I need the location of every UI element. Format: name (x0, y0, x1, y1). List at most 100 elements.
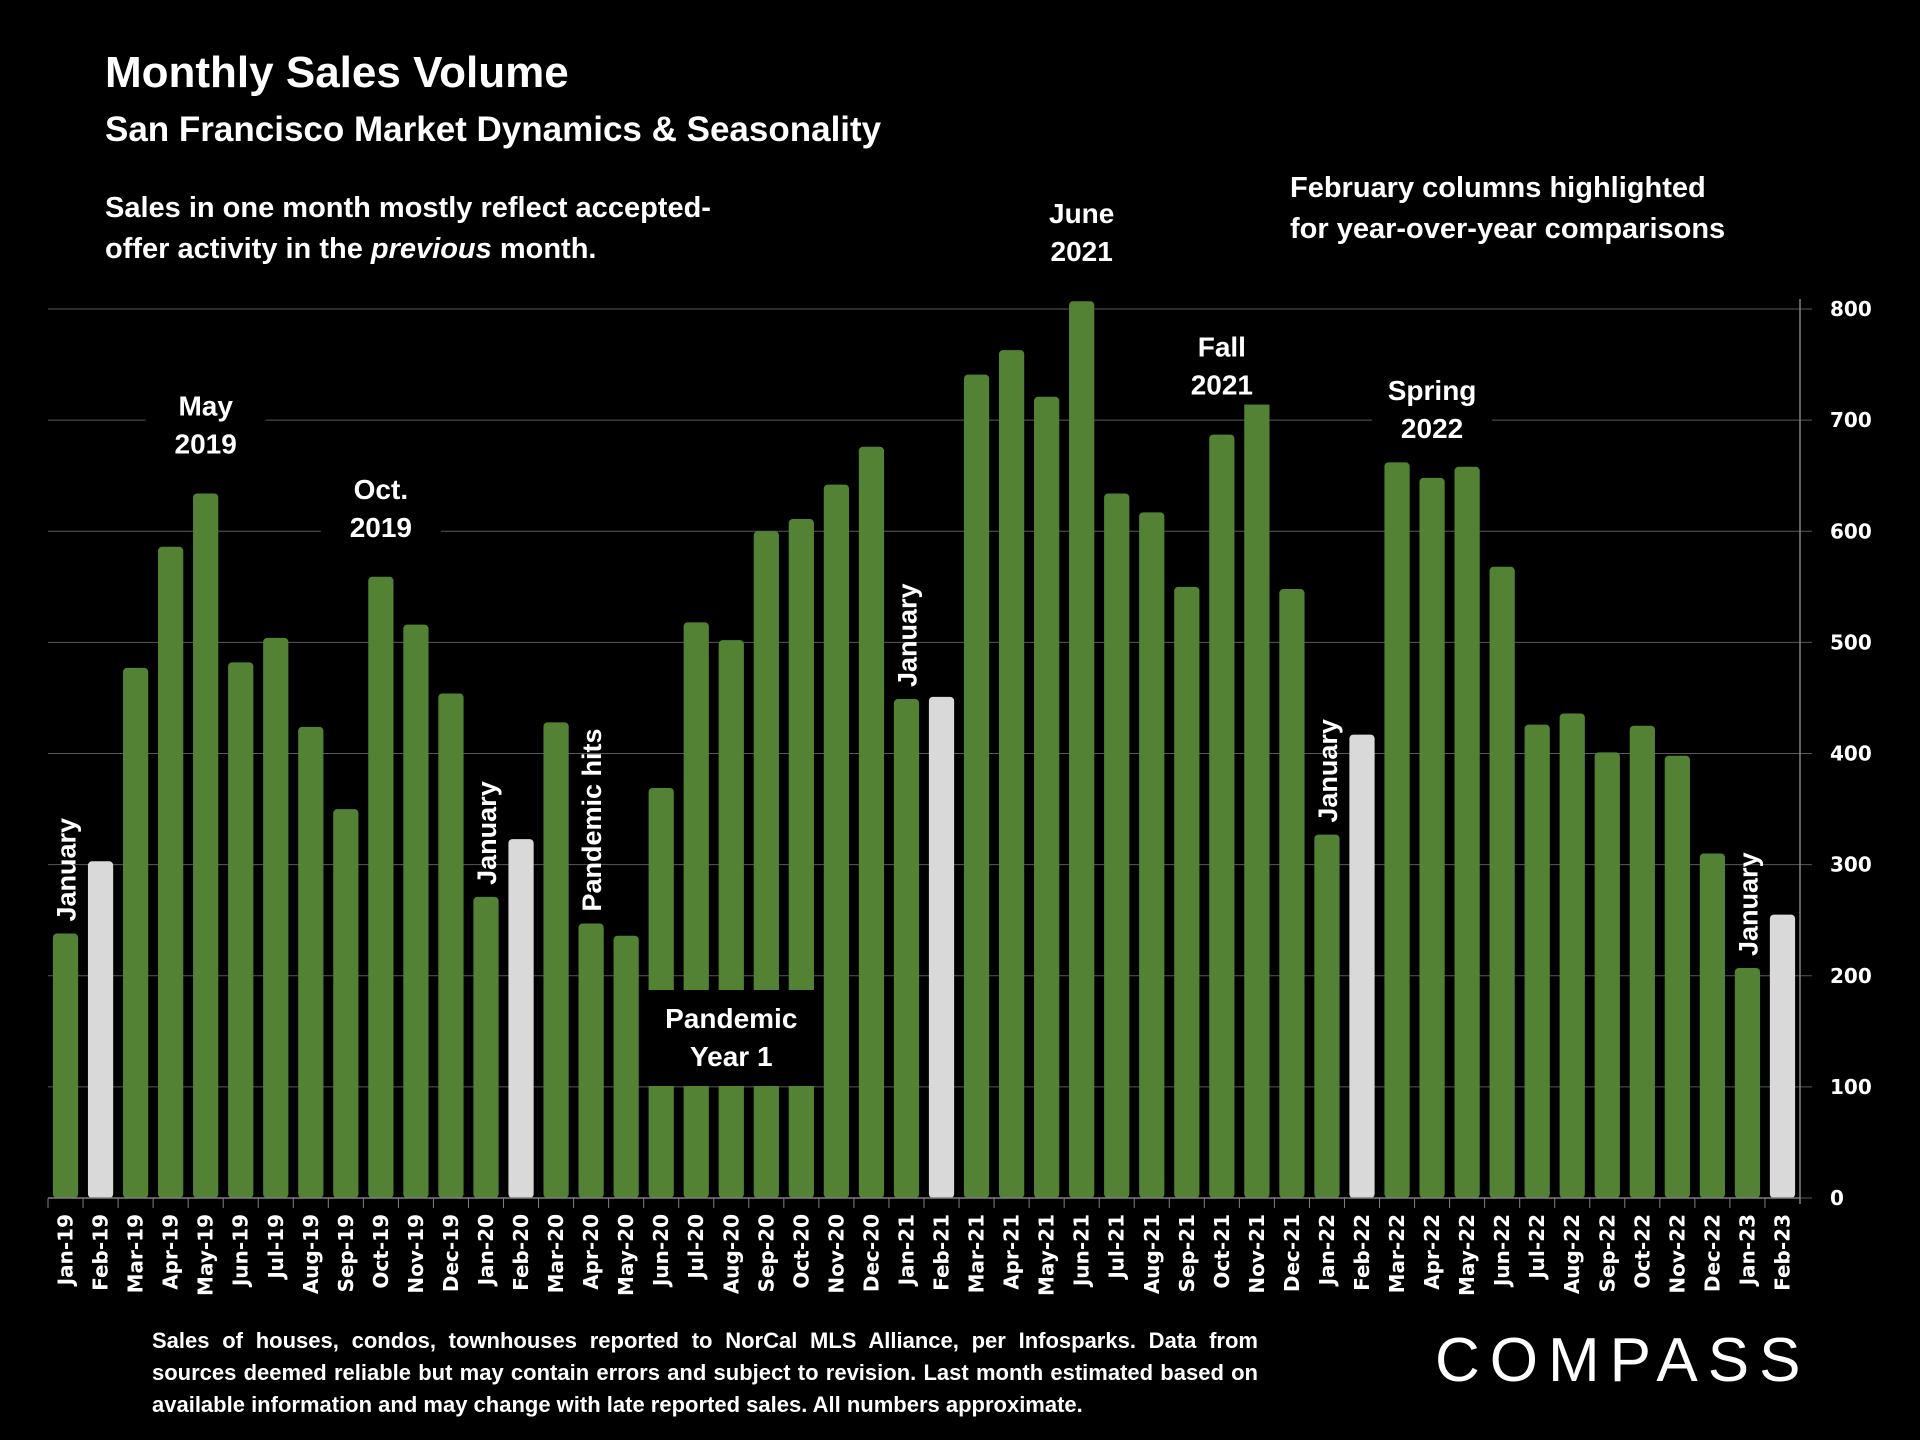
annotation-backdrop (145, 383, 266, 464)
x-tick-label: Jun-22 (1490, 1214, 1514, 1288)
annotation-label: January (1313, 719, 1343, 823)
bar (578, 923, 604, 1198)
x-tick-label: Nov-19 (404, 1214, 428, 1294)
bar (368, 576, 394, 1198)
x-tick-label: Jul-20 (684, 1214, 708, 1281)
bar (403, 624, 429, 1198)
x-tick-label: Feb-19 (89, 1214, 113, 1291)
x-tick-label: Dec-20 (859, 1214, 883, 1292)
annotations: January May 2019 Oct. 2019 January Pandemic hi… (52, 191, 1763, 1086)
chart-title: Monthly Sales Volume (105, 48, 569, 97)
annotation-label: January (52, 818, 82, 922)
x-tick-label: Mar-19 (124, 1214, 148, 1293)
bar (1209, 434, 1235, 1198)
annotation-label: Year 1 (690, 1041, 773, 1072)
x-tick-label: Jun-21 (1070, 1214, 1094, 1288)
bar (1174, 586, 1200, 1198)
x-tick-label: Jan-23 (1735, 1214, 1759, 1287)
y-tick-label: 500 (1830, 630, 1872, 654)
bar-highlighted (1349, 734, 1375, 1198)
bar (1384, 462, 1410, 1198)
bar (998, 350, 1025, 1199)
bar (122, 667, 149, 1198)
x-tick-label: Apr-22 (1420, 1214, 1444, 1290)
y-tick-labels: 0 100 200 300 400 500 600 700 800 (1830, 297, 1872, 1210)
bar (193, 493, 219, 1198)
bar (298, 726, 324, 1198)
annotation-label: 2021 (1191, 370, 1253, 401)
x-tick-label: Dec-22 (1700, 1214, 1724, 1292)
note-right: February columns highlighted for year-ov… (1290, 168, 1725, 250)
bar (1279, 589, 1305, 1198)
bar (543, 722, 569, 1198)
bar (963, 374, 990, 1199)
x-tick-label: Apr-19 (159, 1214, 183, 1290)
x-tick-label: Dec-19 (439, 1214, 463, 1292)
bar (1314, 834, 1340, 1198)
axes (47, 299, 1812, 1208)
x-tick-label: May-20 (614, 1214, 638, 1296)
x-tick-label: Jan-20 (474, 1214, 498, 1287)
x-tick-label: Jun-19 (229, 1214, 253, 1288)
x-tick-label: Dec-21 (1280, 1214, 1304, 1292)
note-left-line2-post: month. (491, 233, 597, 265)
x-tick-label: Jul-21 (1105, 1214, 1129, 1281)
bar-highlighted (1769, 914, 1796, 1198)
y-tick-label: 700 (1830, 408, 1872, 432)
bar (228, 662, 254, 1198)
annotation-label: January (892, 583, 922, 687)
bars (52, 301, 1796, 1199)
note-left-line1: Sales in one month mostly reflect accept… (105, 192, 711, 224)
annotation-label: 2019 (350, 512, 412, 543)
x-tick-label: Sep-19 (334, 1214, 358, 1292)
x-tick-label: Jul-22 (1525, 1214, 1549, 1281)
annotation-label: May (178, 390, 233, 421)
annotation-label: 2019 (175, 428, 237, 459)
x-tick-labels: Jan-19 Feb-19 Mar-19 Apr-19 May-19 Jun-19 Jul-… (54, 1214, 1795, 1296)
annotation-label: Fall (1198, 332, 1246, 363)
y-tick-label: 200 (1830, 964, 1872, 988)
y-tick-label: 100 (1830, 1075, 1872, 1099)
bar (1559, 713, 1585, 1198)
annotation-label: Spring (1388, 375, 1477, 406)
y-tick-label: 600 (1830, 519, 1872, 543)
bar (823, 484, 850, 1198)
bar (263, 637, 289, 1198)
bar (1594, 752, 1620, 1198)
bar (1524, 724, 1550, 1198)
x-tick-label: Feb-20 (509, 1214, 533, 1291)
bar (1069, 301, 1095, 1198)
bar (1734, 967, 1761, 1198)
x-tick-label: Nov-21 (1245, 1214, 1269, 1294)
annotation-label: January (472, 781, 502, 885)
x-tick-label: May-21 (1035, 1214, 1059, 1296)
bar (1034, 396, 1060, 1198)
x-tick-label: Aug-19 (299, 1214, 323, 1294)
x-tick-label: Sep-21 (1175, 1214, 1199, 1292)
x-tick-label: Mar-21 (965, 1214, 989, 1293)
bar (613, 935, 639, 1198)
x-tick-label: May-22 (1455, 1214, 1479, 1296)
x-tick-label: Aug-20 (719, 1214, 743, 1294)
y-tick-label: 800 (1830, 297, 1872, 321)
bar (858, 446, 885, 1198)
bar (893, 699, 920, 1198)
bar (683, 622, 709, 1198)
x-tick-label: Mar-20 (544, 1214, 568, 1293)
annotation-label: 2022 (1401, 413, 1463, 444)
bar (1629, 725, 1655, 1198)
x-tick-label: Jan-21 (894, 1214, 918, 1287)
x-tick-label: Sep-22 (1595, 1214, 1619, 1292)
bar (788, 519, 814, 1198)
bar (753, 531, 779, 1198)
bar (718, 640, 744, 1198)
bar-highlighted (87, 861, 114, 1198)
bar (1244, 390, 1270, 1199)
note-left-line2-em: previous (370, 233, 492, 265)
x-tick-label: Aug-21 (1140, 1214, 1164, 1294)
bar (158, 546, 184, 1198)
x-tick-label: Jul-19 (264, 1214, 288, 1281)
footnote: Sales of houses, condos, townhouses repo… (152, 1328, 1258, 1417)
bar (52, 933, 79, 1198)
bar-highlighted (508, 839, 534, 1198)
